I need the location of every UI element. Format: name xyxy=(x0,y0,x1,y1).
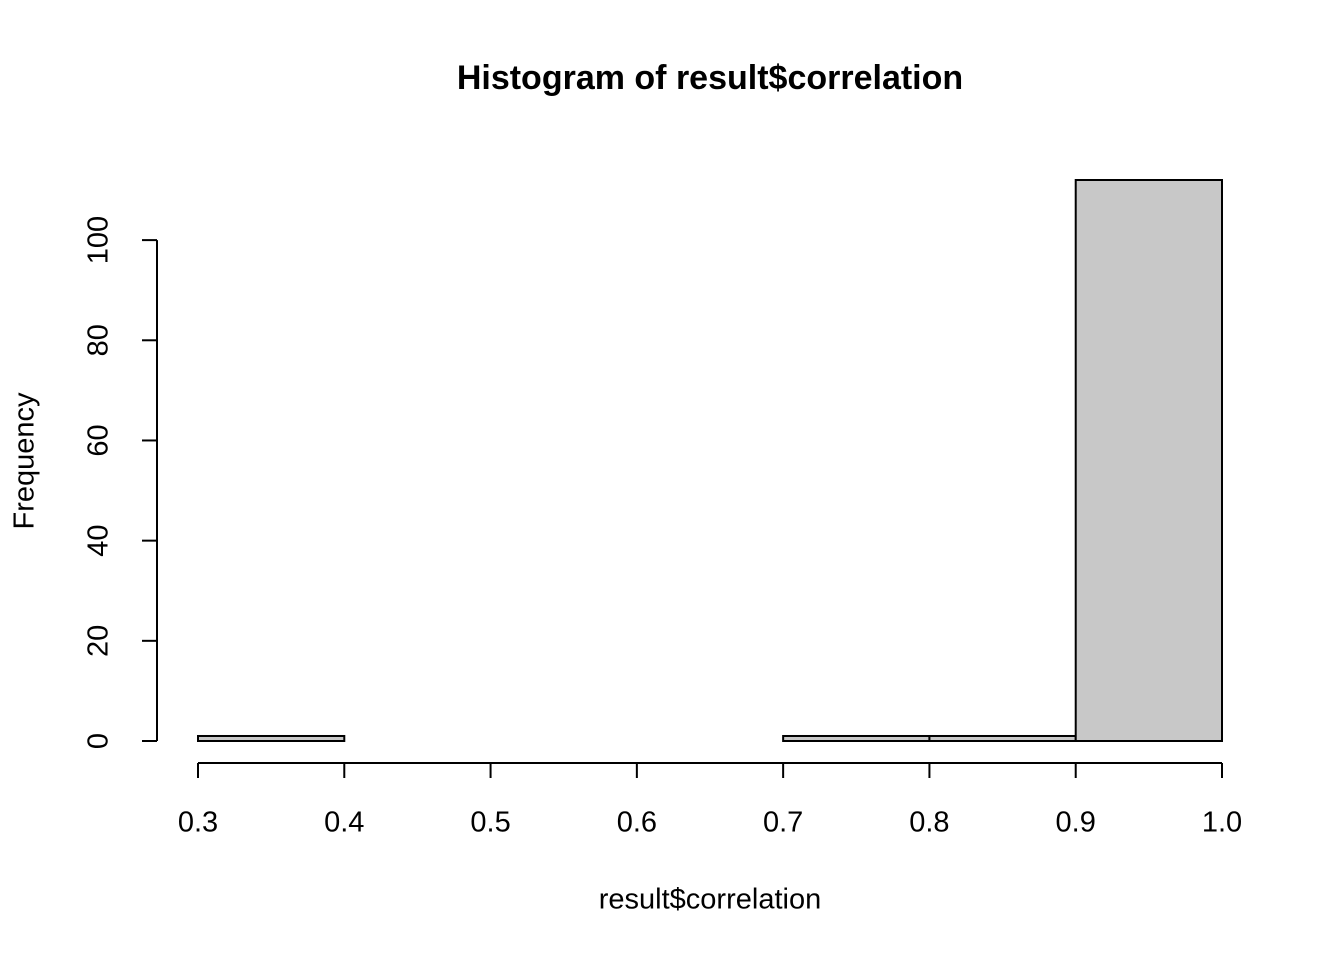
y-axis-label: Frequency xyxy=(9,392,41,530)
y-tick-label: 80 xyxy=(83,324,115,356)
bar xyxy=(1074,179,1223,742)
x-tick-label: 0.7 xyxy=(763,807,803,839)
bar xyxy=(928,734,1077,743)
y-tick-label: 100 xyxy=(83,216,115,264)
x-tick-label: 0.6 xyxy=(617,807,657,839)
y-tick-label: 0 xyxy=(83,733,115,749)
chart-title: Histogram of result$correlation xyxy=(457,59,963,97)
bar xyxy=(197,734,346,743)
x-tick-label: 0.4 xyxy=(324,807,364,839)
bar xyxy=(782,734,931,743)
y-tick-label: 40 xyxy=(83,525,115,557)
x-tick-label: 0.9 xyxy=(1056,807,1096,839)
x-tick-label: 0.8 xyxy=(909,807,949,839)
x-axis-label: result$correlation xyxy=(599,884,821,916)
y-tick-label: 20 xyxy=(83,625,115,657)
y-tick-label: 60 xyxy=(83,424,115,456)
x-tick-label: 1.0 xyxy=(1202,807,1242,839)
x-tick-label: 0.3 xyxy=(178,807,218,839)
x-tick-label: 0.5 xyxy=(470,807,510,839)
